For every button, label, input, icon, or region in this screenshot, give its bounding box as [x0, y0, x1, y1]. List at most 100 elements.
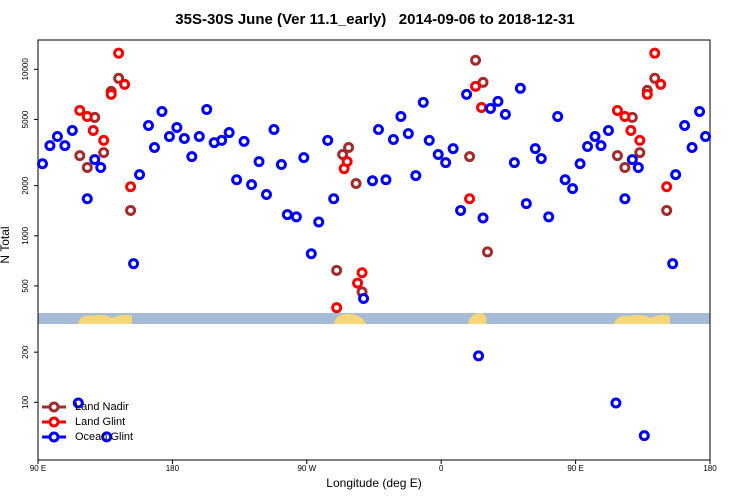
point: [98, 147, 110, 159]
point: [634, 134, 646, 146]
point: [655, 78, 667, 90]
point: [634, 147, 646, 159]
point: [134, 169, 146, 181]
point: [610, 397, 622, 409]
point: [473, 350, 485, 362]
y-tick-label: 500: [21, 279, 30, 293]
point: [331, 264, 343, 276]
point: [113, 47, 125, 59]
point: [520, 198, 532, 210]
point: [343, 142, 355, 154]
point: [298, 152, 310, 164]
point: [619, 162, 631, 174]
point: [290, 211, 302, 223]
point: [514, 82, 526, 94]
point: [470, 54, 482, 66]
x-tick-label: 90 E: [567, 464, 583, 473]
chart-title: 35S-30S June (Ver 11.1_early) 2014-09-06…: [175, 11, 574, 28]
point: [380, 174, 392, 186]
point: [66, 125, 78, 137]
point: [74, 104, 86, 116]
point: [464, 151, 476, 163]
point: [163, 130, 175, 142]
point: [619, 110, 631, 122]
y-tick-label: 2000: [21, 176, 30, 194]
point: [331, 302, 343, 314]
point: [619, 193, 631, 205]
point: [372, 123, 384, 135]
point: [641, 88, 653, 100]
point: [143, 119, 155, 131]
point: [477, 212, 489, 224]
point: [700, 130, 712, 142]
point: [559, 174, 571, 186]
point: [356, 267, 368, 279]
x-axis-label: Longitude (deg E): [326, 476, 421, 490]
x-tick-label: 180: [703, 464, 717, 473]
point: [476, 101, 488, 113]
point: [611, 150, 623, 162]
point: [352, 277, 364, 289]
point: [186, 151, 198, 163]
point: [679, 119, 691, 131]
point: [661, 204, 673, 216]
point: [81, 162, 93, 174]
point: [574, 158, 586, 170]
point: [686, 142, 698, 154]
point: [216, 134, 228, 146]
point: [156, 105, 168, 117]
point: [670, 169, 682, 181]
y-tick-label: 200: [21, 345, 30, 359]
point: [567, 183, 579, 195]
legend-label: Ocean Glint: [75, 431, 133, 443]
point: [275, 159, 287, 171]
point: [105, 88, 117, 100]
point: [535, 153, 547, 165]
point: [611, 104, 623, 116]
point: [253, 156, 265, 168]
point: [193, 130, 205, 142]
point: [417, 96, 429, 108]
point: [89, 154, 101, 166]
point: [694, 105, 706, 117]
point: [543, 211, 555, 223]
point: [328, 193, 340, 205]
point: [322, 134, 334, 146]
point: [661, 181, 673, 193]
legend-label: Land Nadir: [75, 401, 129, 413]
point: [178, 133, 190, 145]
point: [305, 248, 317, 260]
legend-label: Land Glint: [75, 416, 125, 428]
point: [455, 204, 467, 216]
point: [171, 122, 183, 134]
point: [260, 189, 272, 201]
point: [95, 162, 107, 174]
point: [499, 108, 511, 120]
point: [125, 181, 137, 193]
x-tick-label: 0: [439, 464, 444, 473]
point: [447, 143, 459, 155]
y-tick-label: 100: [21, 395, 30, 409]
point: [81, 110, 93, 122]
point: [81, 193, 93, 205]
point: [470, 80, 482, 92]
point: [602, 125, 614, 137]
point: [492, 95, 504, 107]
point: [552, 110, 564, 122]
point: [125, 204, 137, 216]
y-axis-label: N Total: [0, 226, 12, 263]
point: [101, 431, 113, 443]
point: [51, 130, 63, 142]
point: [148, 142, 160, 154]
point: [402, 128, 414, 140]
point: [638, 430, 650, 442]
point: [72, 397, 84, 409]
legend-marker: [48, 416, 60, 428]
point: [589, 130, 601, 142]
point: [87, 125, 99, 137]
point: [529, 143, 541, 155]
point: [246, 179, 258, 191]
point: [649, 72, 661, 84]
point: [238, 135, 250, 147]
